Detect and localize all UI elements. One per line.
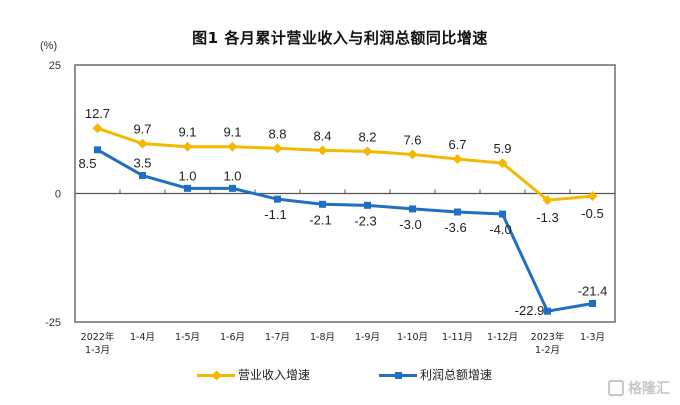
- data-label: 8.4: [313, 128, 331, 143]
- data-point-marker: [227, 141, 238, 152]
- data-point-marker: [497, 158, 508, 169]
- data-point-marker: [362, 146, 373, 157]
- data-label: 8.2: [358, 129, 376, 144]
- data-point-marker: [589, 299, 596, 307]
- data-point-marker: [499, 210, 506, 218]
- data-label: 6.7: [448, 137, 466, 152]
- data-label: 3.5: [133, 156, 151, 171]
- data-point-marker: [184, 184, 191, 192]
- y-tick-label: 0: [55, 189, 61, 201]
- y-tick-label: -25: [45, 317, 61, 329]
- data-point-marker: [139, 172, 146, 180]
- x-tick-label: 1-2月: [535, 345, 560, 356]
- data-label: 8.5: [78, 156, 96, 171]
- y-tick-label: 25: [49, 60, 61, 72]
- data-point-marker: [364, 201, 371, 209]
- data-point-marker: [407, 149, 418, 160]
- data-point-marker: [274, 195, 281, 203]
- data-point-marker: [542, 195, 553, 206]
- data-label: -3.0: [399, 217, 421, 232]
- data-label: 1.0: [223, 168, 241, 183]
- series-profit: 8.5 3.5 1.0 1.0 -1.1 -2.1 -2.3 -3.0 -3.6 -4.0 -22.…: [78, 146, 607, 318]
- data-label: -4.0: [489, 222, 511, 237]
- legend-item-revenue: 营业收入增速: [197, 366, 310, 383]
- legend-revenue-label: 营业收入增速: [238, 368, 311, 382]
- data-point-marker: [587, 191, 598, 202]
- data-label: -1.1: [264, 207, 286, 222]
- data-point-marker: [544, 307, 551, 315]
- data-point-marker: [137, 138, 148, 149]
- data-label: -2.1: [309, 212, 331, 227]
- x-tick-label: 1-10月: [397, 332, 428, 343]
- data-point-marker: [319, 200, 326, 208]
- data-point-marker: [94, 146, 101, 154]
- data-label: 12.7: [85, 106, 110, 121]
- x-tick-label: 1-8月: [310, 332, 335, 343]
- data-label: 9.7: [133, 122, 151, 137]
- x-tick-label: 2022年: [81, 331, 115, 343]
- legend-item-profit: 利润总额增速: [379, 366, 492, 383]
- data-label: -22.9: [515, 303, 545, 318]
- data-label: 9.1: [178, 125, 196, 140]
- data-point-marker: [454, 208, 461, 216]
- data-point-marker: [182, 141, 193, 152]
- legend-profit-swatch-icon: [379, 368, 417, 382]
- x-tick-label: 1-12月: [487, 332, 518, 343]
- data-point-marker: [452, 154, 463, 165]
- data-point-marker: [317, 145, 328, 156]
- x-tick-label: 2023年: [531, 331, 565, 343]
- data-label: 9.1: [223, 125, 241, 140]
- x-tick-label: 1-3月: [580, 332, 605, 343]
- y-axis-unit: (%): [40, 40, 58, 52]
- x-tick-label: 1-6月: [220, 332, 245, 343]
- data-label: 8.8: [268, 126, 286, 141]
- legend-profit-label: 利润总额增速: [420, 368, 493, 382]
- data-label: 1.0: [178, 168, 196, 183]
- series-revenue: 12.7 9.7 9.1 9.1 8.8 8.4 8.2 7.6 6.7 5.9 -1.3 -0.5: [85, 106, 604, 225]
- data-label: -3.6: [444, 220, 466, 235]
- data-label: -21.4: [578, 283, 608, 298]
- chart-title: 图1 各月累计营业收入与利润总额同比增速: [192, 29, 488, 47]
- x-tick-label: 1-7月: [265, 332, 290, 343]
- data-label: 7.6: [403, 132, 421, 147]
- data-label: 5.9: [493, 141, 511, 156]
- watermark-logo-icon: [608, 380, 624, 396]
- data-label: -0.5: [581, 206, 603, 221]
- x-tick-label: 1-9月: [355, 332, 380, 343]
- data-label: -2.3: [354, 213, 376, 228]
- x-tick-label: 1-11月: [442, 332, 473, 343]
- data-point-marker: [92, 123, 103, 134]
- data-point-marker: [272, 143, 283, 154]
- legend-revenue-swatch-icon: [197, 368, 235, 382]
- x-tick-label: 1-4月: [130, 332, 155, 343]
- data-point-marker: [229, 184, 236, 192]
- x-tick-label: 1-5月: [175, 332, 200, 343]
- x-tick-label: 1-3月: [85, 345, 110, 356]
- watermark: 格隆汇: [608, 378, 670, 398]
- data-point-marker: [409, 205, 416, 213]
- data-label: -1.3: [536, 210, 558, 225]
